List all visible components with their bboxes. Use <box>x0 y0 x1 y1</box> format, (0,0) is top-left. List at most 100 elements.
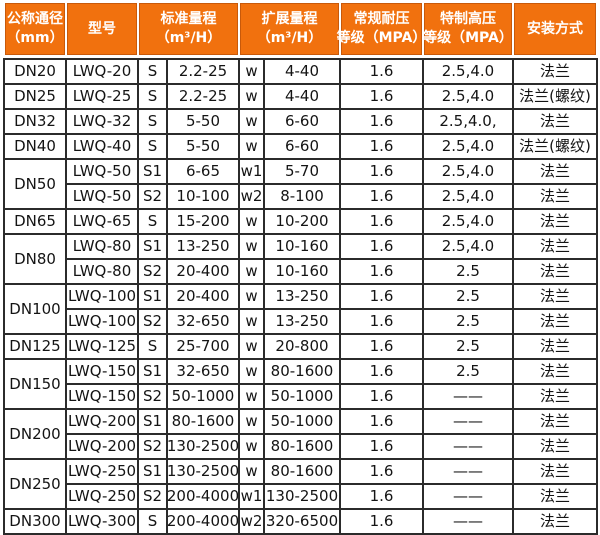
cell-s-range: 5-50 <box>168 110 238 133</box>
cell-w-range: 80-1600 <box>265 435 339 458</box>
cell-w-range: 130-2500 <box>265 485 339 508</box>
cell-w-range: 4-40 <box>265 85 339 108</box>
table-body: DN20 LWQ-20 S 2.2-25 w 4-40 1.6 2.5,4.0 法兰 DN25 LW… <box>3 58 598 535</box>
cell-pressure-high: 2.5,4.0 <box>424 160 512 183</box>
cell-install: 法兰 <box>514 485 596 508</box>
header-cell-dn: 公称通径 （mm） <box>5 3 65 55</box>
cell-dn: DN20 <box>5 60 65 83</box>
cell-w-range: 6-60 <box>265 135 339 158</box>
cell-s-range: 20-400 <box>168 285 238 308</box>
cell-install: 法兰 <box>514 210 596 233</box>
header-cell-high-pressure: 特制高压 等级（MPA） <box>423 3 513 55</box>
cell-s-range: 200-4000 <box>168 485 238 508</box>
cell-model: LWQ-250 <box>67 460 137 483</box>
cell-w-label: w <box>240 210 263 233</box>
cell-pressure-high: 2.5,4.0 <box>424 135 512 158</box>
header-label: （mm） <box>6 30 64 46</box>
header-label: 公称通径 <box>7 11 63 27</box>
cell-install: 法兰 <box>514 460 596 483</box>
cell-s-range: 200-4000 <box>168 510 238 533</box>
table-header: 公称通径 （mm） 型号 标准量程 （m³/H） 扩展量程 （m³/H） 常规耐… <box>3 3 598 55</box>
cell-model: LWQ-40 <box>67 135 137 158</box>
cell-s-range: 32-650 <box>168 310 238 333</box>
cell-model: LWQ-300 <box>67 510 137 533</box>
cell-w-label: w <box>240 385 263 408</box>
cell-w-range: 6-60 <box>265 110 339 133</box>
cell-w-label: w <box>240 110 263 133</box>
header-label: 特制高压 <box>440 11 496 27</box>
cell-s-label: S <box>139 85 166 108</box>
cell-w-label: w <box>240 135 263 158</box>
cell-install: 法兰 <box>514 435 596 458</box>
cell-s-label: S2 <box>139 185 166 208</box>
cell-dn: DN25 <box>5 85 65 108</box>
cell-model: LWQ-200 <box>67 410 137 433</box>
cell-s-label: S1 <box>139 360 166 383</box>
cell-install: 法兰 <box>514 335 596 358</box>
cell-dn: DN80 <box>5 235 65 283</box>
cell-install: 法兰 <box>514 310 596 333</box>
cell-w-range: 5-70 <box>265 160 339 183</box>
cell-model: LWQ-50 <box>67 160 137 183</box>
header-cell-install: 安装方式 <box>514 3 596 55</box>
cell-dn: DN50 <box>5 160 65 208</box>
cell-dn: DN40 <box>5 135 65 158</box>
cell-model: LWQ-20 <box>67 60 137 83</box>
header-label: 等级（MPA） <box>336 30 427 46</box>
cell-model: LWQ-250 <box>67 485 137 508</box>
header-label: 型号 <box>88 20 116 37</box>
cell-install: 法兰 <box>514 260 596 283</box>
cell-pressure-high: 2.5,4.0 <box>424 235 512 258</box>
cell-w-range: 13-250 <box>265 310 339 333</box>
cell-dn: DN32 <box>5 110 65 133</box>
cell-s-range: 130-2500 <box>168 435 238 458</box>
cell-install: 法兰 <box>514 60 596 83</box>
cell-pressure-std: 1.6 <box>341 110 422 133</box>
cell-install: 法兰 <box>514 110 596 133</box>
cell-w-range: 13-250 <box>265 285 339 308</box>
cell-pressure-high: 2.5,4.0 <box>424 210 512 233</box>
cell-pressure-std: 1.6 <box>341 60 422 83</box>
cell-s-range: 2.2-25 <box>168 60 238 83</box>
cell-pressure-high: —— <box>424 410 512 433</box>
cell-dn: DN250 <box>5 460 65 508</box>
cell-s-label: S1 <box>139 160 166 183</box>
cell-w-label: w <box>240 410 263 433</box>
cell-w-label: w <box>240 335 263 358</box>
cell-s-range: 6-65 <box>168 160 238 183</box>
cell-pressure-high: 2.5,4.0 <box>424 60 512 83</box>
cell-s-label: S1 <box>139 235 166 258</box>
cell-pressure-std: 1.6 <box>341 310 422 333</box>
cell-pressure-std: 1.6 <box>341 85 422 108</box>
cell-s-range: 130-2500 <box>168 460 238 483</box>
cell-s-range: 50-1000 <box>168 385 238 408</box>
cell-model: LWQ-80 <box>67 235 137 258</box>
header-label: 等级（MPA） <box>423 30 513 46</box>
cell-w-range: 80-1600 <box>265 460 339 483</box>
cell-w-label: w <box>240 435 263 458</box>
cell-pressure-high: 2.5 <box>424 360 512 383</box>
cell-model: LWQ-50 <box>67 185 137 208</box>
cell-model: LWQ-100 <box>67 310 137 333</box>
cell-dn: DN125 <box>5 335 65 358</box>
cell-install: 法兰(螺纹) <box>514 135 596 158</box>
cell-pressure-high: 2.5 <box>424 285 512 308</box>
cell-s-label: S1 <box>139 285 166 308</box>
cell-model: LWQ-32 <box>67 110 137 133</box>
cell-model: LWQ-80 <box>67 260 137 283</box>
header-label: 安装方式 <box>527 20 583 37</box>
cell-s-label: S2 <box>139 485 166 508</box>
cell-install: 法兰 <box>514 285 596 308</box>
cell-install: 法兰 <box>514 510 596 533</box>
cell-install: 法兰 <box>514 410 596 433</box>
cell-w-range: 20-800 <box>265 335 339 358</box>
cell-s-label: S2 <box>139 260 166 283</box>
cell-dn: DN65 <box>5 210 65 233</box>
cell-s-range: 2.2-25 <box>168 85 238 108</box>
cell-model: LWQ-150 <box>67 385 137 408</box>
cell-pressure-std: 1.6 <box>341 135 422 158</box>
cell-s-range: 10-100 <box>168 185 238 208</box>
cell-s-range: 80-1600 <box>168 410 238 433</box>
cell-w-range: 8-100 <box>265 185 339 208</box>
